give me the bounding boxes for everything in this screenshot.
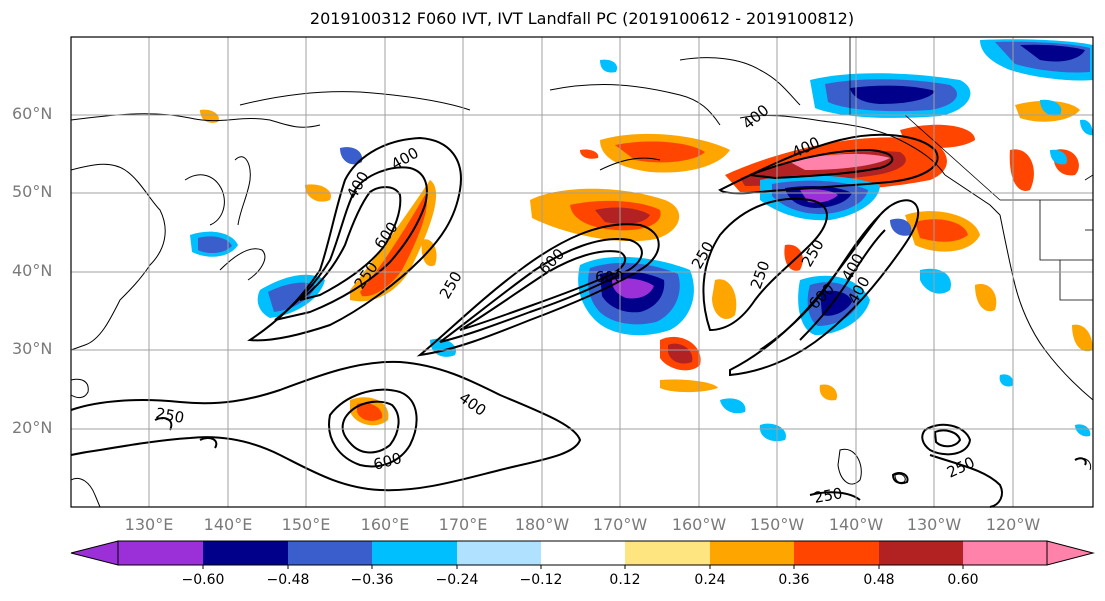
pc-shading bbox=[190, 39, 1093, 442]
colorbar-extend-low bbox=[70, 540, 119, 566]
map-frame bbox=[70, 36, 1094, 508]
colorbar-tick-label: −0.12 bbox=[519, 572, 563, 588]
colorbar-segment bbox=[879, 541, 963, 565]
lon-label: 160°E bbox=[360, 515, 410, 534]
colorbar-segment bbox=[541, 541, 625, 565]
lat-label: 50°N bbox=[12, 182, 53, 201]
colorbar-extend-high bbox=[1046, 540, 1095, 566]
lon-label: 140°W bbox=[828, 515, 884, 534]
colorbar-segment bbox=[710, 541, 794, 565]
colorbar-tick-label: 0.24 bbox=[694, 572, 726, 588]
coastlines bbox=[70, 57, 1094, 508]
lon-label: 170°E bbox=[438, 515, 488, 534]
gridlines bbox=[71, 37, 1093, 507]
lon-label: 130°W bbox=[906, 515, 962, 534]
lon-label: 150°E bbox=[281, 515, 331, 534]
colorbar-tick-label: −0.24 bbox=[435, 572, 479, 588]
colorbar-segment bbox=[963, 541, 1047, 565]
lat-label: 40°N bbox=[12, 261, 53, 280]
lon-label: 180°W bbox=[514, 515, 570, 534]
colorbar-tick-label: 0.12 bbox=[609, 572, 641, 588]
colorbar bbox=[70, 540, 1095, 569]
lon-label: 170°W bbox=[592, 515, 648, 534]
colorbar-tick-label: −0.36 bbox=[350, 572, 394, 588]
lon-label: 150°W bbox=[749, 515, 805, 534]
colorbar-segment bbox=[288, 541, 372, 565]
colorbar-segment bbox=[203, 541, 288, 565]
lat-label: 60°N bbox=[12, 104, 53, 123]
map-title: 2019100312 F060 IVT, IVT Landfall PC (20… bbox=[309, 9, 855, 28]
colorbar-ticks bbox=[202, 565, 964, 569]
contour-label: 250 bbox=[154, 404, 185, 427]
contour-label: 600 bbox=[595, 268, 624, 286]
colorbar-segment bbox=[794, 541, 879, 565]
colorbar-tick-label: −0.48 bbox=[266, 572, 310, 588]
lon-label: 160°W bbox=[671, 515, 727, 534]
colorbar-tick-label: 0.48 bbox=[863, 572, 895, 588]
ivt-contours bbox=[70, 133, 1087, 508]
colorbar-segment bbox=[118, 541, 203, 565]
lon-label: 140°E bbox=[203, 515, 253, 534]
lon-label: 120°W bbox=[985, 515, 1041, 534]
colorbar-tick-label: 0.60 bbox=[947, 572, 979, 588]
lat-label: 20°N bbox=[12, 418, 53, 437]
colorbar-outline bbox=[117, 540, 1048, 566]
contour-label: 250 bbox=[813, 484, 844, 507]
colorbar-tick-label: −0.60 bbox=[181, 572, 225, 588]
colorbar-segment bbox=[457, 541, 541, 565]
colorbar-segment bbox=[625, 541, 710, 565]
colorbar-segment bbox=[372, 541, 457, 565]
colorbar-tick-label: 0.36 bbox=[778, 572, 810, 588]
lon-label: 130°E bbox=[124, 515, 174, 534]
lat-label: 30°N bbox=[12, 339, 53, 358]
